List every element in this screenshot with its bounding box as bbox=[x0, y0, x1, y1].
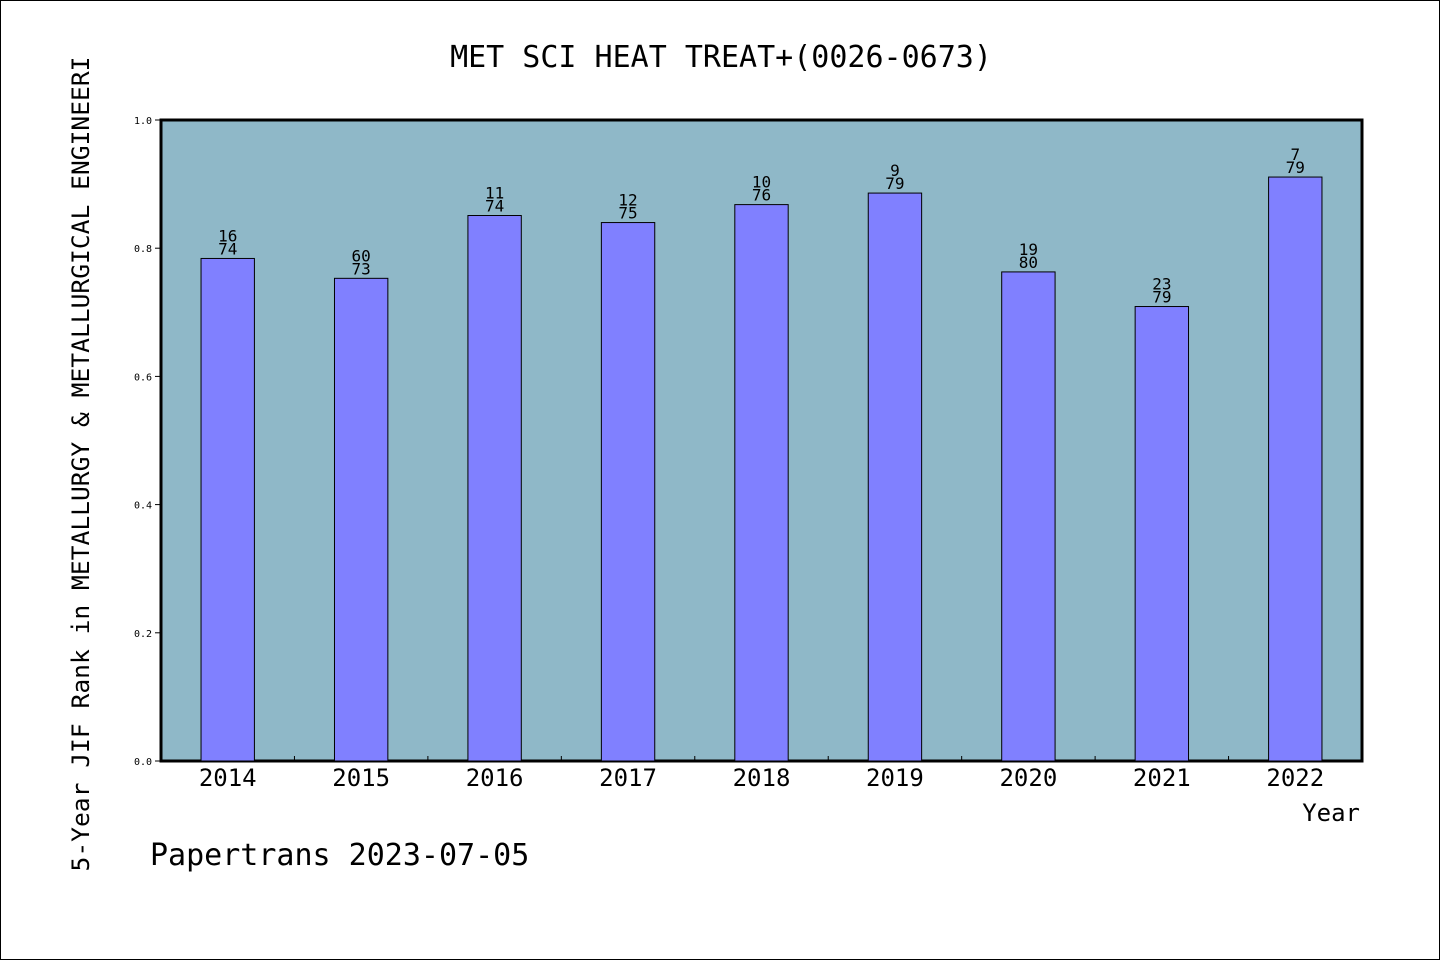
y-tick-label: 0.8 bbox=[134, 244, 152, 255]
bar bbox=[734, 204, 789, 762]
x-tick-label: 2019 bbox=[866, 764, 924, 792]
bar-rank-label: 12 bbox=[618, 191, 637, 210]
bar bbox=[600, 222, 656, 762]
bar bbox=[1001, 271, 1056, 762]
y-tick-label: 0.2 bbox=[134, 629, 152, 640]
bar-total-label: 79 bbox=[1152, 288, 1171, 307]
bar-rank-label: 10 bbox=[752, 173, 771, 192]
chart-title: MET SCI HEAT TREAT+(0026-0673) bbox=[450, 40, 992, 75]
y-tick-label: 0.6 bbox=[134, 372, 152, 383]
bar-rank-label: 7 bbox=[1290, 145, 1300, 164]
bar-total-label: 75 bbox=[618, 204, 637, 223]
bar-total-label: 80 bbox=[1019, 253, 1038, 272]
bar-total-label: 73 bbox=[352, 259, 371, 278]
x-tick-label: 2017 bbox=[599, 764, 657, 792]
bar-rank-label: 16 bbox=[218, 226, 237, 245]
bar bbox=[467, 215, 522, 762]
x-tick-label: 2018 bbox=[733, 764, 791, 792]
y-axis-label: 5-Year JIF Rank in METALLURGY & METALLUR… bbox=[67, 56, 95, 871]
x-axis-label: Year bbox=[1302, 799, 1360, 827]
y-tick-label: 0.0 bbox=[134, 757, 152, 768]
x-tick-label: 2016 bbox=[466, 764, 524, 792]
bar bbox=[200, 257, 255, 762]
bar-total-label: 76 bbox=[752, 186, 771, 205]
bar bbox=[1268, 176, 1323, 762]
bar bbox=[867, 192, 923, 762]
x-tick-label: 2015 bbox=[332, 764, 390, 792]
x-tick-label: 2022 bbox=[1266, 764, 1324, 792]
x-tick-label: 2021 bbox=[1133, 764, 1191, 792]
bar-rank-label: 60 bbox=[352, 246, 371, 265]
x-tick-label: 2020 bbox=[999, 764, 1057, 792]
bar-rank-label: 23 bbox=[1152, 275, 1171, 294]
y-axis: 0.0 0.2 0.4 0.6 0.8 1.0 bbox=[134, 116, 161, 768]
bar bbox=[1134, 306, 1190, 762]
bar-total-label: 74 bbox=[218, 239, 237, 258]
x-axis: 2014 2015 2016 2017 2018 2019 2020 2021 2022 bbox=[199, 756, 1324, 792]
bar-rank-label: 19 bbox=[1019, 240, 1038, 259]
bar-rank-label: 9 bbox=[890, 161, 900, 180]
bar-total-label: 79 bbox=[885, 174, 904, 193]
bar-total-label: 79 bbox=[1286, 158, 1305, 177]
watermark: Papertrans 2023-07-05 bbox=[150, 838, 529, 873]
y-tick-label: 1.0 bbox=[134, 116, 152, 127]
bar-total-label: 74 bbox=[485, 197, 504, 216]
bar-rank-label: 11 bbox=[485, 184, 504, 203]
bar bbox=[333, 277, 389, 762]
y-tick-label: 0.4 bbox=[134, 501, 152, 512]
x-tick-label: 2014 bbox=[199, 764, 257, 792]
